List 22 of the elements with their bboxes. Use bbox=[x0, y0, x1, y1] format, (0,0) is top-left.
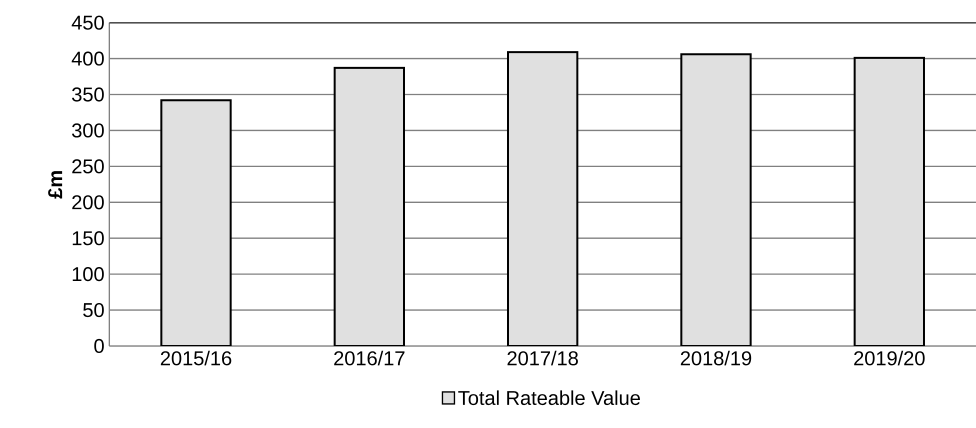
y-tick-label: 250 bbox=[72, 159, 104, 174]
y-tick-label: 100 bbox=[72, 267, 104, 282]
y-tick-label: 0 bbox=[94, 338, 104, 354]
x-tick-label: 2018/19 bbox=[680, 350, 752, 366]
legend-label: Total Rateable Value bbox=[458, 390, 640, 406]
bar bbox=[854, 56, 925, 346]
bar bbox=[507, 51, 578, 346]
bar bbox=[334, 66, 405, 346]
y-tick-label: 300 bbox=[72, 123, 104, 138]
x-tick-label: 2016/17 bbox=[334, 350, 404, 366]
x-tick-label: 2015/16 bbox=[160, 350, 232, 366]
y-axis-title: £m bbox=[48, 171, 62, 199]
bar bbox=[680, 53, 752, 346]
y-tick-label: 200 bbox=[72, 195, 104, 210]
y-tick-label: 50 bbox=[83, 302, 104, 318]
bar bbox=[160, 99, 232, 346]
y-tick-label: 450 bbox=[72, 16, 104, 30]
x-tick-label: 2019/20 bbox=[854, 350, 925, 366]
y-tick-label: 400 bbox=[72, 52, 104, 66]
y-tick-label: 150 bbox=[72, 231, 104, 246]
x-tick-label: 2017/18 bbox=[508, 350, 578, 366]
y-tick-label: 350 bbox=[72, 87, 104, 102]
